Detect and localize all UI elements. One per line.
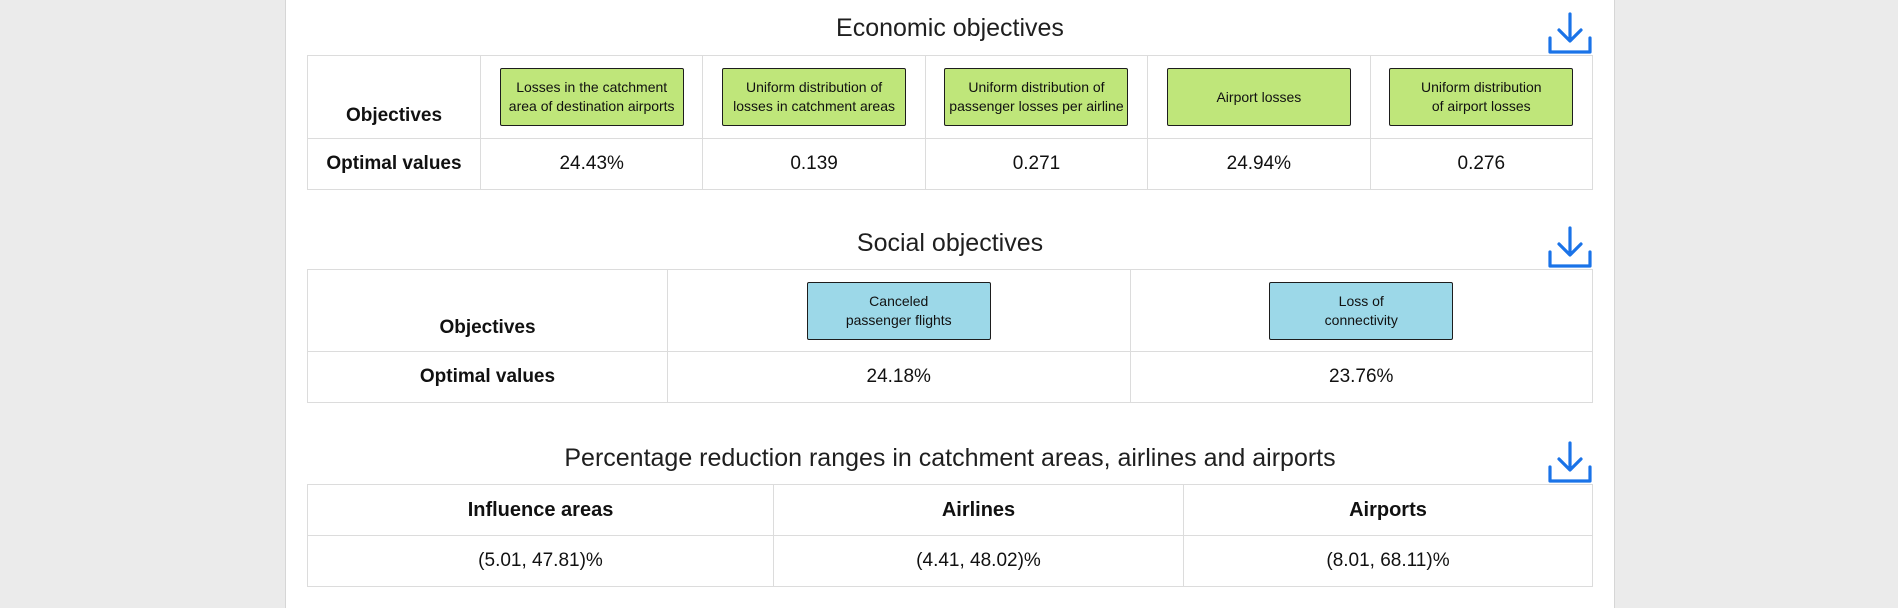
optimal-value: 24.18%: [667, 351, 1131, 403]
economic-title: Economic objectives: [836, 14, 1064, 42]
content-panel: Economic objectives Objectives Losses in…: [285, 0, 1615, 608]
optimal-value: 0.276: [1369, 138, 1594, 190]
social-download-button[interactable]: [1547, 224, 1593, 270]
download-icon: [1548, 226, 1592, 268]
objective-label: Uniform distribution of passenger losses…: [944, 68, 1129, 126]
range-value: (5.01, 47.81)%: [307, 535, 774, 587]
objective-label: Canceled passenger flights: [806, 281, 991, 340]
objective-cell: Loss of connectivity: [1129, 269, 1593, 352]
objective-cell: Uniform distribution of losses in catchm…: [702, 55, 926, 139]
column-header: Airports: [1183, 484, 1593, 536]
objective-label: Uniform distribution of losses in catchm…: [722, 68, 907, 126]
objective-cell: Uniform distribution of passenger losses…: [924, 55, 1149, 139]
objective-cell: Losses in the catchment area of destinat…: [479, 55, 704, 139]
objective-label: Losses in the catchment area of destinat…: [499, 68, 684, 126]
social-title: Social objectives: [856, 229, 1044, 257]
range-value: (8.01, 68.11)%: [1183, 535, 1593, 587]
economic-table: Objectives Losses in the catchment area …: [307, 55, 1594, 190]
objective-label: Loss of connectivity: [1269, 281, 1454, 340]
objective-label: Airport losses: [1166, 68, 1351, 126]
row-header-objectives: Objectives: [307, 55, 481, 139]
objective-cell: Canceled passenger flights: [667, 269, 1131, 352]
optimal-value: 24.43%: [479, 138, 704, 190]
objective-label: Uniform distribution of airport losses: [1389, 68, 1574, 126]
row-header-optimal-values: Optimal values: [307, 138, 481, 190]
reduction-title: Percentage reduction ranges in catchment…: [564, 444, 1336, 472]
economic-download-button[interactable]: [1547, 10, 1593, 56]
download-icon: [1548, 12, 1592, 54]
reduction-download-button[interactable]: [1547, 439, 1593, 485]
optimal-value: 23.76%: [1129, 351, 1593, 403]
range-value: (4.41, 48.02)%: [773, 535, 1184, 587]
optimal-value: 24.94%: [1147, 138, 1371, 190]
reduction-table: Influence areas Airlines Airports (5.01,…: [307, 484, 1593, 587]
row-header-objectives: Objectives: [307, 269, 668, 352]
row-header-optimal-values: Optimal values: [307, 351, 668, 403]
social-table: Objectives Canceled passenger flights Lo…: [307, 269, 1593, 403]
optimal-value: 0.139: [702, 138, 926, 190]
download-icon: [1548, 441, 1592, 483]
column-header: Airlines: [773, 484, 1184, 536]
column-header: Influence areas: [307, 484, 774, 536]
optimal-value: 0.271: [924, 138, 1149, 190]
objective-cell: Uniform distribution of airport losses: [1369, 55, 1594, 139]
objective-cell: Airport losses: [1147, 55, 1371, 139]
